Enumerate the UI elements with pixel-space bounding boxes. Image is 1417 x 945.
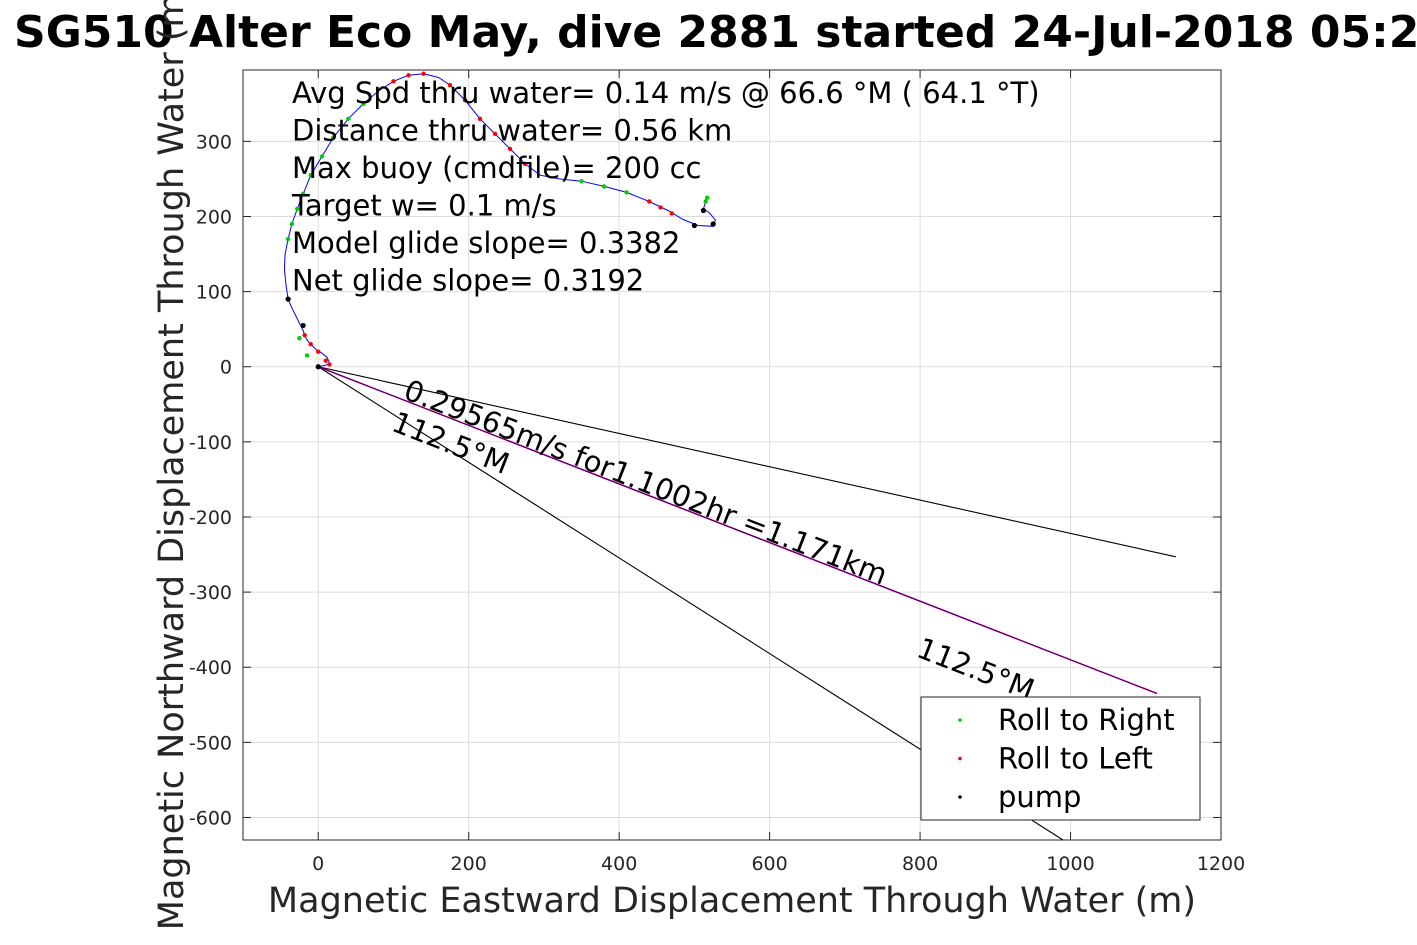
- heading-line: [318, 366, 1176, 558]
- annotations: Avg Spd thru water= 0.14 m/s @ 66.6 °M (…: [291, 76, 1040, 298]
- roll-to-right-point: [579, 178, 584, 184]
- x-tick-label: 800: [902, 853, 938, 875]
- legend-marker: [958, 756, 962, 761]
- roll-to-left-point: [477, 116, 483, 122]
- grid: [243, 70, 1222, 840]
- x-tick-label: 200: [451, 853, 487, 875]
- roll-to-right-point: [294, 206, 300, 212]
- y-tick-label: 100: [196, 282, 232, 304]
- roll-to-right-point: [331, 135, 336, 140]
- roll-to-right-point: [304, 353, 310, 358]
- legend-entry: pump: [998, 780, 1081, 814]
- legend-marker: [958, 795, 962, 799]
- x-tick-label: 1200: [1197, 853, 1245, 875]
- pump-point: [285, 296, 291, 302]
- legend-entry: Roll to Right: [998, 703, 1175, 737]
- glider-track: [283, 73, 716, 368]
- x-tick-label: 1000: [1046, 853, 1094, 875]
- roll-to-right-point: [624, 190, 629, 195]
- heading-label-far: 112.5°M: [912, 631, 1039, 707]
- annotation-line: Target w= 0.1 m/s: [291, 189, 557, 223]
- roll-to-right-point: [601, 184, 607, 189]
- pump-point: [315, 364, 321, 370]
- roll-to-right-point: [346, 116, 351, 122]
- pump-point: [300, 322, 306, 329]
- x-axis-label: Magnetic Eastward Displacement Through W…: [268, 881, 1196, 921]
- roll-to-left-point: [421, 71, 426, 76]
- roll-to-right-point: [308, 172, 313, 178]
- y-tick-label: -300: [189, 582, 232, 604]
- roll-to-right-point: [300, 191, 306, 197]
- axes-box: [242, 69, 1222, 841]
- legend: Roll to Right Roll to Left pump: [920, 696, 1201, 821]
- y-tick-label: -100: [189, 432, 232, 454]
- pump-point: [700, 207, 707, 214]
- roll-to-left-point: [669, 211, 675, 216]
- roll-to-left-point: [492, 131, 498, 137]
- roll-to-left-point: [522, 161, 528, 167]
- roll-to-right-point: [704, 195, 710, 200]
- points: [285, 71, 716, 370]
- roll-to-left-point: [447, 82, 453, 88]
- y-axis-label: Magnetic Northward Displacement Through …: [152, 0, 192, 930]
- legend-entry: Roll to Left: [998, 742, 1153, 776]
- chart-title: SG510 Alter Eco May, dive 2881 started 2…: [14, 7, 1417, 58]
- roll-to-right-point: [297, 335, 302, 341]
- roll-to-right-point: [703, 199, 708, 204]
- annotation-line: Model glide slope= 0.3382: [292, 226, 680, 260]
- y-tick-label: -200: [189, 507, 232, 529]
- roll-to-left-point: [323, 358, 328, 363]
- roll-to-left-point: [302, 332, 307, 338]
- roll-to-right-point: [319, 154, 325, 159]
- roll-to-left-point: [308, 341, 313, 347]
- roll-to-left-point: [391, 79, 396, 84]
- y-tick-label: 300: [196, 131, 232, 153]
- y-tick-label: 200: [196, 206, 232, 228]
- y-tick-label: -500: [189, 732, 232, 754]
- ticks: 0 200 400 600 800 1000 1200-600-500-400-300-20…: [189, 70, 1245, 875]
- x-tick-label: 600: [751, 853, 787, 875]
- y-tick-label: -400: [189, 657, 232, 679]
- legend-marker: [958, 718, 962, 722]
- annotation-line: Avg Spd thru water= 0.14 m/s @ 66.6 °M (…: [292, 76, 1040, 110]
- roll-to-left-point: [647, 199, 652, 204]
- annotation-line: Distance thru water= 0.56 km: [292, 114, 732, 148]
- roll-to-right-point: [285, 236, 291, 242]
- x-tick-label: 400: [601, 853, 637, 875]
- roll-to-left-point: [327, 362, 332, 367]
- roll-to-left-point: [658, 205, 663, 210]
- pump-point: [691, 222, 697, 229]
- y-tick-label: -600: [189, 807, 232, 829]
- roll-to-left-point: [406, 73, 411, 78]
- pump-point: [710, 221, 716, 227]
- current-line-core: [318, 366, 1158, 694]
- current-line-label: 0.29565m/s for1.1002hr =1.171km: [399, 373, 892, 592]
- annotation-line: Max buoy (cmdfile)= 200 cc: [292, 151, 701, 185]
- roll-to-right-point: [361, 101, 366, 107]
- roll-to-right-point: [289, 221, 295, 227]
- roll-to-left-point: [507, 146, 513, 152]
- roll-to-left-point: [316, 349, 321, 354]
- x-tick-label: 0: [312, 853, 324, 875]
- annotation-line: Net glide slope= 0.3192: [292, 264, 644, 298]
- track: [283, 73, 716, 368]
- legend-box: [920, 696, 1201, 821]
- y-tick-label: 0: [220, 357, 232, 379]
- roll-to-left-point: [462, 97, 468, 103]
